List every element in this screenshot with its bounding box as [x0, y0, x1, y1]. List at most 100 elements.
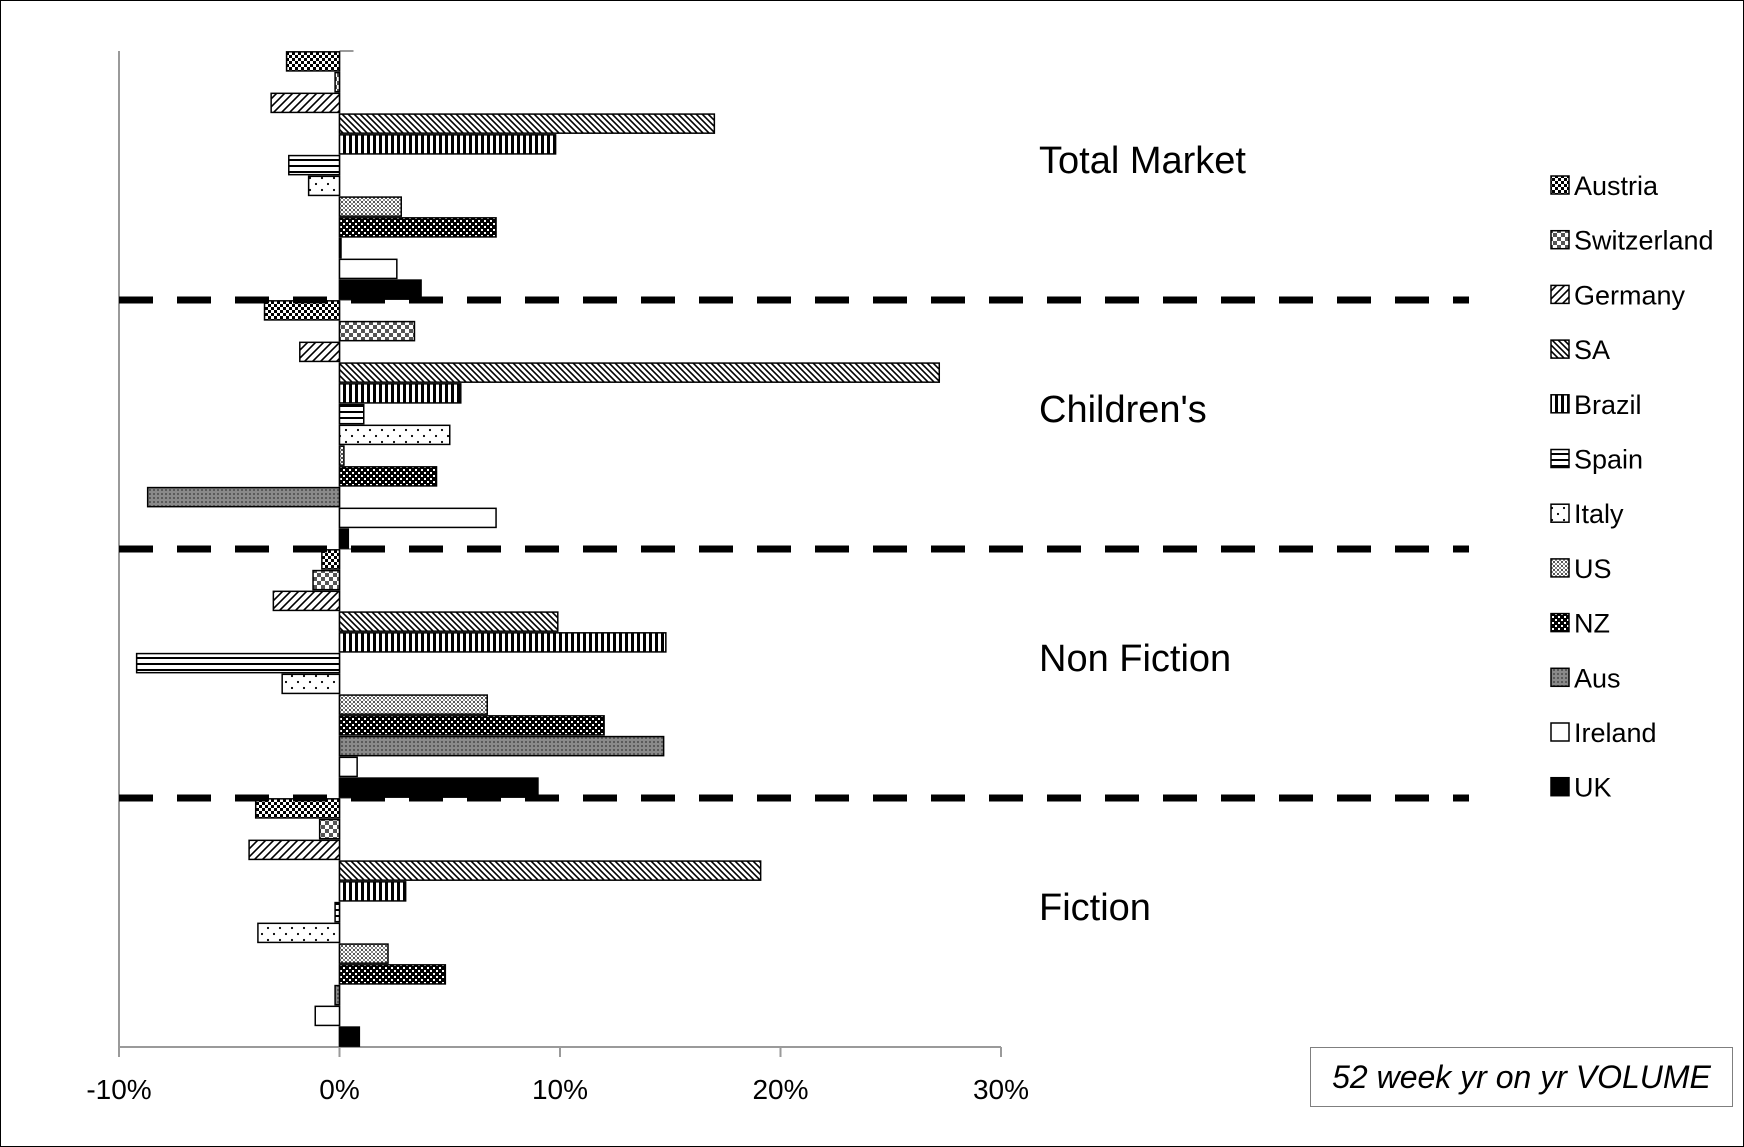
bar-austria-children-s [263, 300, 341, 321]
x-tick-label: 20% [752, 1074, 808, 1105]
bar-switzerland-total-market [334, 71, 341, 93]
bar-ireland-children-s [338, 507, 497, 529]
legend-item-germany: Germany [1550, 280, 1686, 310]
bar-uk-non-fiction [338, 777, 539, 798]
legend-item-us: US [1550, 554, 1612, 584]
bar-nz-children-s [338, 466, 438, 487]
bar-germany-non-fiction [272, 590, 341, 612]
bar-switzerland-children-s [338, 320, 416, 342]
bar-us-children-s [338, 445, 345, 466]
bar-austria-fiction [254, 798, 341, 819]
legend-swatch [1550, 175, 1570, 195]
bar-spain-non-fiction [135, 652, 341, 674]
category-label-non-fiction: Non Fiction [1039, 638, 1231, 680]
bar-sa-non-fiction [338, 611, 559, 632]
bar-aus-non-fiction [338, 735, 665, 757]
bar-italy-fiction [257, 922, 341, 944]
x-tick-label: 30% [973, 1074, 1029, 1105]
bar-sa-total-market [338, 113, 716, 134]
legend-item-austria: Austria [1550, 171, 1659, 201]
bar-ireland-non-fiction [338, 756, 358, 778]
legend-label: Switzerland [1574, 226, 1714, 256]
legend-label: Ireland [1574, 718, 1657, 748]
bar-brazil-children-s [338, 383, 462, 404]
legend-label: Germany [1574, 280, 1686, 310]
legend-swatch [1550, 776, 1570, 797]
group-labels: Total Market Children's Non Fiction Fiction [1039, 140, 1246, 929]
legend-label: Brazil [1574, 390, 1642, 420]
legend: Austria Switzerland Germany SA Brazil Spain It… [1550, 171, 1714, 803]
bar-ireland-fiction [314, 1005, 341, 1027]
legend-label: UK [1574, 773, 1612, 803]
bar-uk-fiction [338, 1026, 361, 1047]
bar-nz-non-fiction [338, 715, 605, 736]
legend-swatch [1550, 667, 1570, 688]
bar-germany-children-s [299, 341, 341, 363]
legend-item-switzerland: Switzerland [1550, 226, 1714, 256]
bar-uk-children-s [338, 528, 350, 549]
bar-switzerland-non-fiction [312, 569, 341, 591]
legend-item-italy: Italy [1550, 499, 1624, 529]
bar-brazil-non-fiction [338, 632, 667, 653]
bar-aus-fiction [334, 984, 341, 1006]
bar-brazil-fiction [338, 881, 407, 902]
legend-item-brazil: Brazil [1550, 390, 1642, 420]
legend-swatch [1550, 284, 1570, 305]
legend-label: SA [1574, 335, 1610, 365]
legend-swatch [1550, 503, 1570, 523]
x-tick-label: -10% [86, 1074, 151, 1105]
legend-swatch [1550, 612, 1570, 633]
bars [135, 51, 941, 1047]
bar-ireland-total-market [338, 258, 398, 280]
bar-austria-total-market [285, 51, 341, 72]
bar-germany-fiction [248, 839, 341, 861]
legend-label: Austria [1574, 171, 1659, 201]
x-tick-label: 10% [532, 1074, 588, 1105]
annotation-box: 52 week yr on yr VOLUME [1310, 1047, 1733, 1107]
bar-spain-children-s [338, 403, 365, 425]
bar-uk-total-market [338, 279, 422, 300]
legend-swatch [1550, 448, 1570, 469]
legend-label: Italy [1574, 499, 1624, 529]
legend-swatch [1550, 722, 1570, 742]
legend-swatch [1550, 394, 1570, 414]
bar-italy-non-fiction [281, 673, 341, 695]
annotation-text: 52 week yr on yr VOLUME [1332, 1058, 1711, 1095]
bar-italy-total-market [307, 175, 341, 197]
bar-aus-children-s [146, 486, 341, 508]
category-label-fiction: Fiction [1039, 887, 1151, 929]
bar-italy-children-s [338, 424, 451, 446]
legend-item-sa: SA [1550, 335, 1610, 365]
bar-sa-fiction [338, 860, 762, 881]
legend-swatch [1550, 229, 1570, 250]
bar-sa-children-s [338, 362, 941, 383]
legend-item-nz: NZ [1550, 609, 1610, 639]
bar-switzerland-fiction [318, 818, 341, 840]
legend-label: Spain [1574, 445, 1643, 475]
legend-swatch [1550, 339, 1570, 359]
bar-spain-total-market [288, 154, 341, 176]
legend-item-aus: Aus [1550, 663, 1621, 693]
category-label-total-market: Total Market [1039, 140, 1246, 182]
bar-austria-non-fiction [321, 549, 341, 570]
x-tick-label: 0% [319, 1074, 359, 1105]
group-dividers [119, 296, 1469, 802]
legend-label: NZ [1574, 609, 1610, 639]
legend-item-spain: Spain [1550, 445, 1643, 475]
bar-brazil-total-market [338, 134, 557, 155]
legend-swatch [1550, 558, 1570, 578]
bar-us-non-fiction [338, 694, 488, 715]
bar-germany-total-market [270, 92, 341, 114]
bar-us-fiction [338, 943, 389, 964]
legend-label: Aus [1574, 663, 1621, 693]
legend-item-ireland: Ireland [1550, 718, 1657, 748]
bar-spain-fiction [334, 901, 341, 923]
bar-aus-total-market [338, 237, 342, 259]
legend-item-uk: UK [1550, 773, 1612, 803]
category-label-children-s: Children's [1039, 389, 1207, 431]
bar-nz-total-market [338, 217, 497, 238]
legend-label: US [1574, 554, 1612, 584]
bar-nz-fiction [338, 964, 447, 985]
